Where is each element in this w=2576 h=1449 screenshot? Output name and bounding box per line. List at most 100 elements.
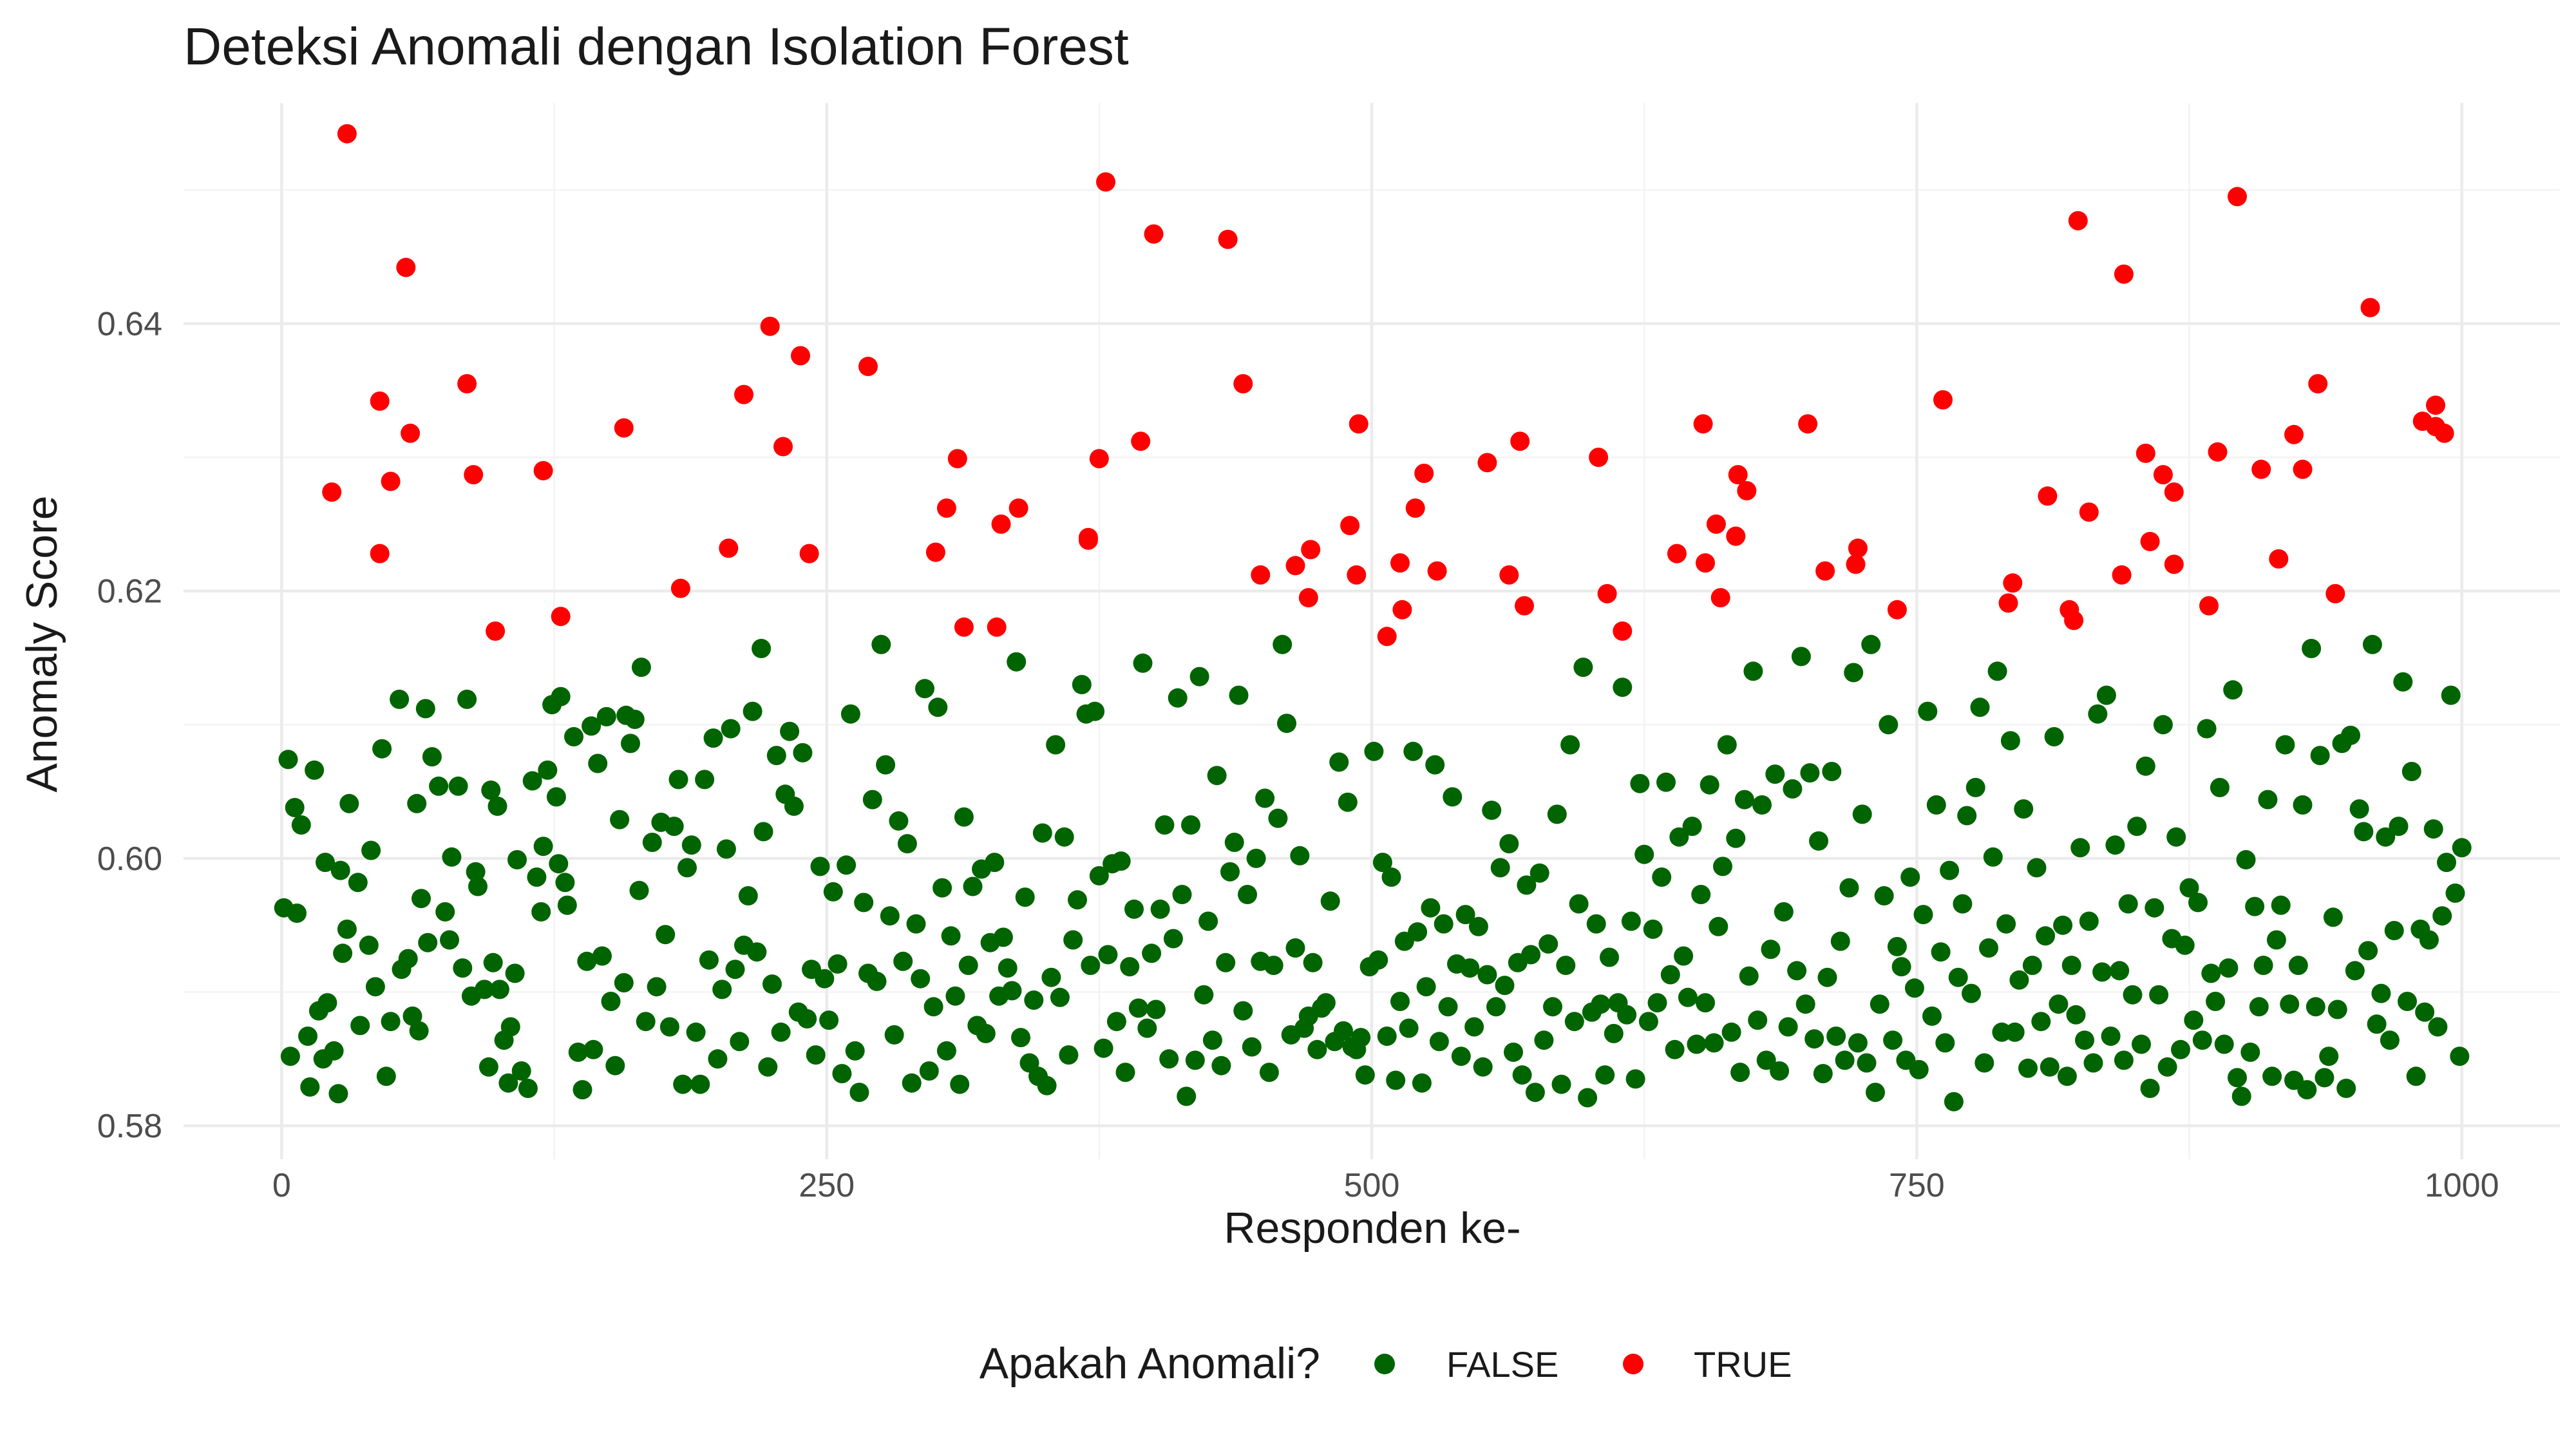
point-anomaly [1887, 600, 1907, 620]
point-normal [573, 1080, 592, 1100]
point-normal [2293, 795, 2313, 815]
point-normal [2280, 994, 2300, 1014]
point-normal [2214, 1034, 2234, 1054]
point-normal [2345, 961, 2365, 981]
point-normal [442, 847, 462, 867]
point-normal [415, 699, 435, 719]
point-normal [1390, 992, 1410, 1011]
point-normal [725, 960, 745, 980]
point-normal [2022, 956, 2042, 975]
point-normal [1011, 1028, 1030, 1048]
point-normal [2110, 961, 2130, 981]
point-normal [2441, 685, 2461, 705]
point-normal [730, 1032, 750, 1052]
point-normal [1412, 1073, 1432, 1093]
point-normal [1543, 997, 1562, 1017]
point-normal [1351, 1028, 1371, 1048]
point-normal [330, 860, 350, 880]
point-normal [2188, 893, 2208, 913]
point-normal [636, 1012, 656, 1032]
point-anomaly [322, 482, 342, 502]
point-normal [1303, 952, 1323, 972]
point-normal [2271, 895, 2291, 915]
point-normal [1477, 965, 1497, 985]
point-normal [1521, 945, 1541, 965]
point-normal [2036, 926, 2056, 946]
point-normal [2088, 704, 2108, 724]
point-normal [1551, 1074, 1571, 1094]
point-normal [1839, 878, 1859, 898]
point-normal [1987, 661, 2007, 681]
point-normal [656, 925, 676, 945]
point-normal [1525, 1083, 1545, 1103]
point-normal [631, 658, 651, 677]
point-normal [1159, 1049, 1179, 1069]
point-normal [475, 980, 495, 999]
point-normal [1696, 993, 1715, 1013]
point-normal [1081, 956, 1101, 975]
y-tick-label: 0.64 [97, 306, 162, 343]
point-normal [1185, 1050, 1205, 1070]
point-normal [2123, 985, 2143, 1005]
point-normal [2171, 1039, 2190, 1059]
point-anomaly [1998, 593, 2018, 613]
point-normal [1726, 828, 1746, 848]
point-normal [1660, 965, 1680, 985]
point-normal [1268, 808, 1288, 828]
point-normal [2184, 1010, 2204, 1030]
point-normal [2253, 956, 2273, 975]
point-normal [933, 878, 952, 898]
point-anomaly [2114, 264, 2134, 284]
point-normal [2096, 685, 2116, 705]
point-normal [1630, 773, 1650, 793]
x-axis-ticks: 0 250 500 750 1000 [272, 1167, 2499, 1204]
point-normal [2114, 1050, 2134, 1070]
point-normal [1844, 663, 1864, 683]
point-normal [1273, 634, 1293, 654]
point-normal [2266, 930, 2286, 950]
point-normal [2315, 1068, 2334, 1088]
point-anomaly [614, 418, 634, 438]
point-normal [2149, 985, 2169, 1005]
legend-title: Apakah Anomali? [980, 1339, 1320, 1388]
point-normal [2401, 762, 2421, 781]
point-normal [1883, 1030, 1903, 1050]
point-normal [316, 853, 335, 873]
point-normal [489, 980, 509, 999]
point-normal [941, 926, 961, 946]
point-normal [2145, 898, 2164, 918]
point-normal [647, 977, 667, 997]
series-true-points [322, 124, 2454, 647]
point-normal [747, 942, 767, 962]
point-normal [1246, 848, 1266, 868]
point-normal [522, 771, 542, 791]
point-anomaly [1349, 414, 1368, 434]
point-normal [2105, 835, 2125, 855]
point-normal [1809, 831, 1828, 851]
point-normal [1765, 764, 1785, 784]
point-anomaly [1726, 526, 1746, 546]
point-normal [359, 935, 379, 955]
point-normal [412, 889, 431, 909]
point-normal [1041, 967, 1061, 987]
point-anomaly [947, 449, 967, 469]
point-normal [2079, 911, 2099, 931]
legend-label-false: FALSE [1446, 1344, 1558, 1385]
point-normal [1743, 661, 1763, 681]
point-normal [2228, 1068, 2247, 1088]
point-normal [659, 1017, 679, 1037]
point-normal [1504, 1042, 1523, 1062]
point-anomaly [858, 357, 878, 376]
point-normal [2157, 1057, 2177, 1077]
point-anomaly [1078, 527, 1098, 547]
point-anomaly [1427, 561, 1447, 581]
point-normal [1948, 967, 1968, 987]
point-anomaly [925, 542, 945, 562]
point-normal [280, 1046, 300, 1066]
point-anomaly [773, 437, 793, 457]
point-normal [2136, 756, 2155, 776]
point-normal [1804, 1029, 1824, 1049]
point-normal [1377, 1027, 1397, 1046]
point-normal [998, 958, 1018, 978]
